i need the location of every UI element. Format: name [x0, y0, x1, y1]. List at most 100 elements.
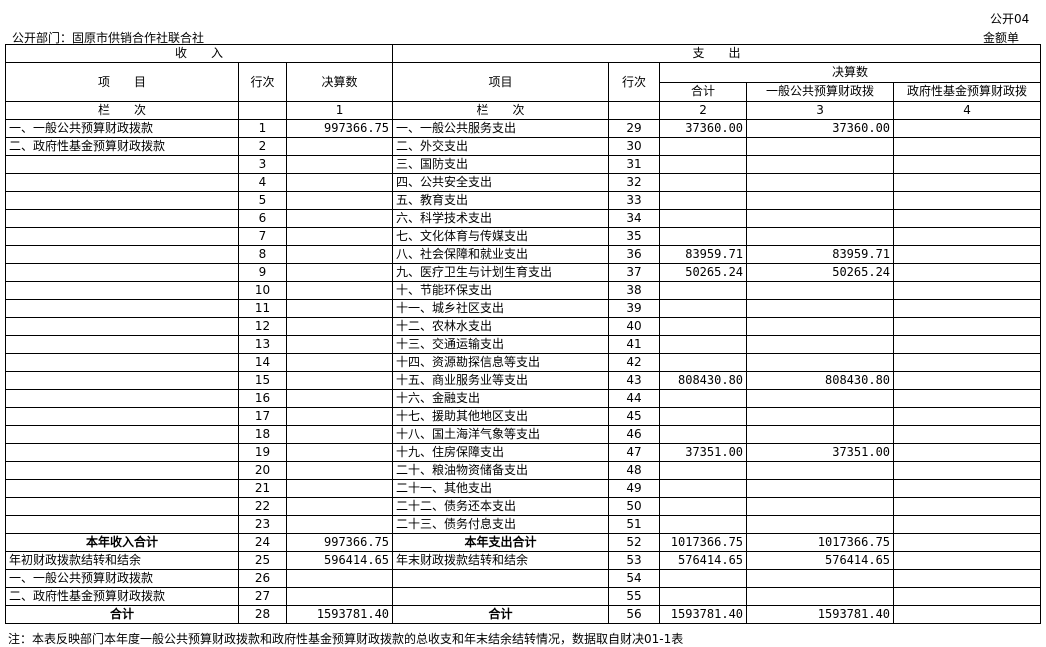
- expense-general-budget: [746, 155, 895, 174]
- expense-fund-budget: [893, 191, 1042, 210]
- table-row: 18 十八、国土海洋气象等支出 46: [5, 425, 1042, 444]
- income-row-no: 6: [238, 209, 287, 228]
- expense-row-no: 39: [608, 299, 661, 318]
- table-row: 11 十一、城乡社区支出 39: [5, 299, 1042, 318]
- expense-general-budget: 1017366.75: [746, 533, 895, 552]
- income-item: [5, 425, 239, 444]
- unit-label: 金额单: [983, 31, 1020, 45]
- expense-total: [659, 155, 748, 174]
- income-item: [5, 353, 239, 372]
- income-amount: 997366.75: [285, 533, 394, 552]
- general-budget-header: 一般公共预算财政拨: [746, 81, 895, 102]
- expense-total: [659, 353, 748, 372]
- expense-row-no: 46: [608, 425, 661, 444]
- expense-total: [659, 425, 748, 444]
- income-item: 二、政府性基金预算财政拨款: [5, 137, 239, 156]
- expense-item: 合计: [392, 605, 610, 624]
- income-item: [5, 209, 239, 228]
- col-index-1: 1: [285, 101, 394, 120]
- expense-total: 37351.00: [659, 443, 748, 462]
- income-row-no: 17: [238, 407, 287, 426]
- expense-general-budget: [746, 335, 895, 354]
- table-row: 12 十二、农林水支出 40: [5, 317, 1042, 336]
- expense-total: [659, 569, 748, 588]
- total-header: 合计: [659, 81, 748, 102]
- income-item: [5, 389, 239, 408]
- table-row: 17 十七、援助其他地区支出 45: [5, 407, 1042, 426]
- income-row-no: 1: [238, 119, 287, 138]
- income-row-no: 28: [238, 605, 287, 624]
- expense-item: 二十二、债务还本支出: [392, 497, 610, 516]
- expense-fund-budget: [893, 155, 1042, 174]
- col-index-2: 2: [659, 101, 748, 120]
- expense-general-budget: [746, 569, 895, 588]
- expense-row-no: 29: [608, 119, 661, 138]
- expense-total: [659, 497, 748, 516]
- table-row: 10 十、节能环保支出 38: [5, 281, 1042, 300]
- income-amount: [285, 335, 394, 354]
- expense-item: [392, 569, 610, 588]
- empty-cell: [608, 101, 661, 120]
- expense-item: 二十、粮油物资储备支出: [392, 461, 610, 480]
- expense-item: 十一、城乡社区支出: [392, 299, 610, 318]
- income-item: [5, 155, 239, 174]
- expense-general-budget: [746, 515, 895, 534]
- expense-general-budget: [746, 407, 895, 426]
- expense-total: [659, 587, 748, 606]
- expense-item: 八、社会保障和就业支出: [392, 245, 610, 264]
- income-row-no: 18: [238, 425, 287, 444]
- expense-row-no: 42: [608, 353, 661, 372]
- department-label: 公开部门：固原市供销合作社联合社: [12, 31, 205, 45]
- income-row-no: 7: [238, 227, 287, 246]
- fiscal-appropriation-table: 收 入 支 出 项 目 行次 决算数 项目 行次 决算数 合计 一般公共预算财政…: [4, 44, 1042, 624]
- income-item: [5, 317, 239, 336]
- expense-item: 二十一、其他支出: [392, 479, 610, 498]
- income-item: 二、政府性基金预算财政拨款: [5, 587, 239, 606]
- income-amount: [285, 425, 394, 444]
- expense-fund-budget: [893, 299, 1042, 318]
- expense-item: 十七、援助其他地区支出: [392, 407, 610, 426]
- expense-general-budget: [746, 497, 895, 516]
- income-amount: [285, 389, 394, 408]
- income-item-header: 项 目: [5, 62, 239, 102]
- expense-total: [659, 299, 748, 318]
- expense-fund-budget: [893, 263, 1042, 282]
- expense-row-no: 55: [608, 587, 661, 606]
- table-row: 8 八、社会保障和就业支出 36 83959.71 83959.71: [5, 245, 1042, 264]
- expense-item: 二十三、债务付息支出: [392, 515, 610, 534]
- expense-general-budget: [746, 479, 895, 498]
- expense-item: 十二、农林水支出: [392, 317, 610, 336]
- expense-fund-budget: [893, 443, 1042, 462]
- expense-item: 二、外交支出: [392, 137, 610, 156]
- income-row-no: 16: [238, 389, 287, 408]
- expense-row-no: 45: [608, 407, 661, 426]
- income-item: [5, 281, 239, 300]
- expense-fund-budget: [893, 317, 1042, 336]
- fund-budget-header: 政府性基金预算财政拨: [893, 81, 1042, 102]
- expense-row-no: 54: [608, 569, 661, 588]
- expense-general-budget: [746, 389, 895, 408]
- expense-total: [659, 317, 748, 336]
- income-amount: [285, 137, 394, 156]
- expense-fund-budget: [893, 371, 1042, 390]
- expense-total: [659, 479, 748, 498]
- expense-item: 本年支出合计: [392, 533, 610, 552]
- income-amount: [285, 173, 394, 192]
- expense-amount-header: 决算数: [659, 62, 1042, 83]
- expense-item: 三、国防支出: [392, 155, 610, 174]
- expense-item-header: 项目: [392, 62, 610, 102]
- expense-item: 十四、资源勘探信息等支出: [392, 353, 610, 372]
- expense-fund-budget: [893, 479, 1042, 498]
- income-item: [5, 515, 239, 534]
- income-amount: [285, 569, 394, 588]
- income-section-header: 收 入: [4, 44, 394, 63]
- expense-total: [659, 281, 748, 300]
- expense-total: 37360.00: [659, 119, 748, 138]
- table-row: 13 十三、交通运输支出 41: [5, 335, 1042, 354]
- expense-general-budget: [746, 353, 895, 372]
- expense-fund-budget: [893, 389, 1042, 408]
- income-item: [5, 479, 239, 498]
- income-amount-header: 决算数: [285, 62, 394, 102]
- income-amount: [285, 299, 394, 318]
- col-index-label: 栏 次: [392, 101, 610, 120]
